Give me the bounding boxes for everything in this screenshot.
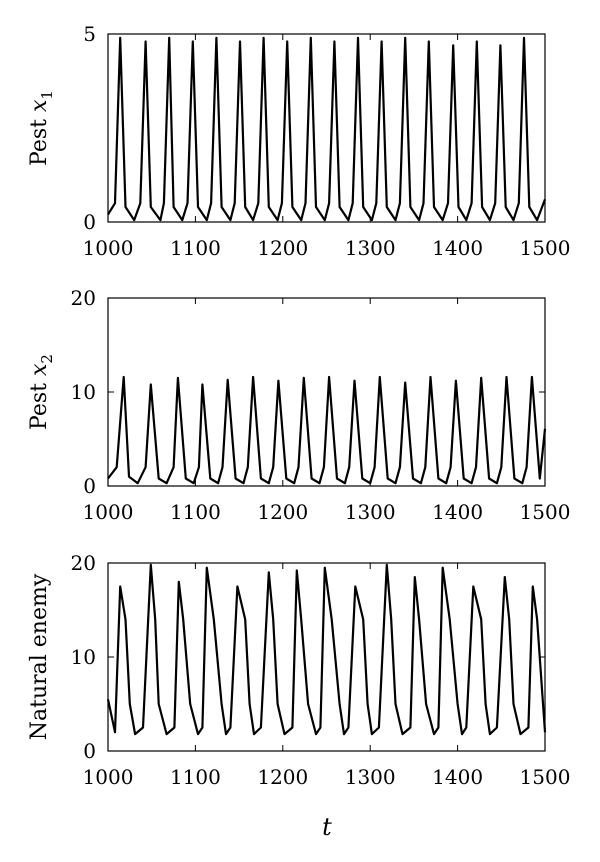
tick-marks	[107, 297, 546, 487]
x-tick-label: 1200	[257, 500, 308, 524]
tick-marks	[107, 562, 546, 752]
y-axis-label-text: Pest	[27, 376, 52, 430]
x-tick-label: 1500	[520, 765, 571, 789]
y-tick-label: 20	[71, 286, 96, 310]
y-axis-label-var: x	[27, 363, 52, 376]
x-tick-label: 1200	[257, 236, 308, 260]
x-tick-label: 1000	[83, 500, 134, 524]
y-axis-label-text: Pest	[27, 112, 52, 166]
pest-x1-trace	[107, 36, 547, 222]
panel-natural-enemy: 0 10 20 1000 1100 1200 1300 1400 1500 Natural e…	[27, 551, 570, 841]
x-axis-label: t	[322, 813, 332, 841]
natural-enemy-trace	[106, 563, 547, 736]
x-tick-labels: 1000 1100 1200 1300 1400 1500	[83, 236, 571, 260]
x-tick-label: 1300	[345, 765, 396, 789]
y-tick-labels: 0 10 20	[71, 551, 96, 763]
y-tick-labels: 05	[83, 22, 96, 234]
y-axis-label-sub: 1	[38, 90, 56, 100]
y-axis-label-sub: 2	[38, 354, 56, 364]
panel-pest-x1: 05 1000 1100 1200 1300 1400 1500 Pest x1	[27, 22, 570, 260]
x-tick-labels: 1000 1100 1200 1300 1400 1500	[83, 500, 571, 524]
y-tick-label: 10	[71, 645, 96, 669]
y-axis-label-var: x	[27, 99, 52, 112]
y-axis-label: Natural enemy	[27, 573, 52, 740]
x-tick-label: 1500	[520, 236, 571, 260]
y-tick-label: 5	[83, 22, 96, 46]
panel-pest-x2: 0 10 20 1000 1100 1200 1300 1400 1500 Pest x2	[27, 286, 570, 524]
y-tick-label: 0	[83, 474, 96, 498]
x-tick-label: 1400	[432, 765, 483, 789]
plot-frame	[107, 33, 546, 223]
x-tick-label: 1200	[257, 765, 308, 789]
x-tick-label: 1400	[432, 236, 483, 260]
y-tick-label: 0	[83, 739, 96, 763]
y-axis-label: Pest x1	[27, 90, 56, 166]
y-axis-label: Pest x2	[27, 354, 56, 430]
x-tick-label: 1500	[520, 500, 571, 524]
y-tick-labels: 0 10 20	[71, 286, 96, 498]
x-tick-label: 1100	[170, 500, 221, 524]
x-tick-label: 1100	[170, 765, 221, 789]
x-tick-label: 1000	[83, 236, 134, 260]
x-tick-label: 1000	[83, 765, 134, 789]
x-tick-label: 1100	[170, 236, 221, 260]
y-tick-label: 10	[71, 380, 96, 404]
tick-marks	[107, 33, 546, 223]
x-tick-labels: 1000 1100 1200 1300 1400 1500	[83, 765, 571, 789]
x-tick-label: 1400	[432, 500, 483, 524]
y-tick-label: 0	[83, 210, 96, 234]
x-tick-label: 1300	[345, 500, 396, 524]
x-tick-label: 1300	[345, 236, 396, 260]
y-tick-label: 20	[71, 551, 96, 575]
pest-x2-trace	[107, 375, 547, 485]
